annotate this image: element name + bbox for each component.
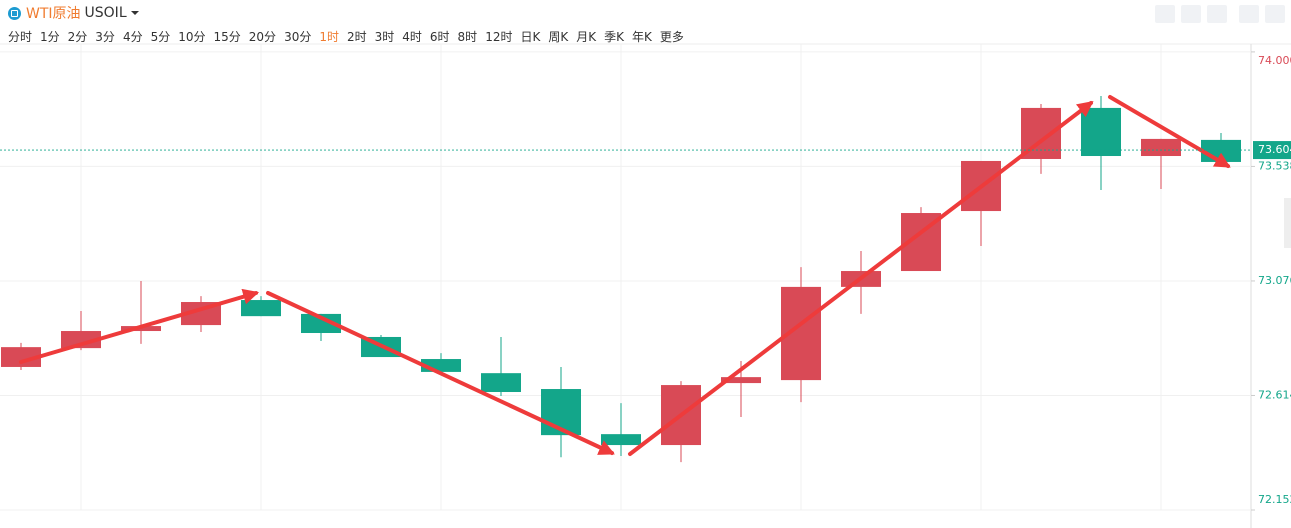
period-tab[interactable]: 3分: [95, 30, 115, 44]
chart-title: WTI原油: [26, 6, 81, 22]
chart-type-button[interactable]: [1207, 5, 1227, 23]
period-tab[interactable]: 4时: [402, 30, 422, 44]
scrollbar[interactable]: [1284, 198, 1291, 248]
candle-body: [601, 434, 641, 446]
y-tick-label: 74.000: [1258, 54, 1291, 67]
close-button[interactable]: [1265, 5, 1285, 23]
period-tab[interactable]: 周K: [548, 30, 569, 44]
period-tab[interactable]: 2时: [346, 30, 367, 44]
candle-body: [301, 313, 341, 334]
period-tab[interactable]: 5分: [150, 30, 171, 44]
period-tabs: 分时 1分 2分 3分 4分 5分 10分 15分 20分 30分 1时 2时 3时 4时 6时 8时 12时日…: [8, 28, 692, 45]
candle-body: [241, 300, 281, 317]
candle-body: [1, 347, 41, 367]
period-tab[interactable]: 4分: [122, 30, 143, 44]
period-tab[interactable]: 15分: [213, 30, 241, 44]
y-tick-label: 73.076: [1258, 274, 1291, 287]
toolbar: WTI原油 USOIL 分时 1分 2分 3分 4分 5分 10分 15分 20分 30分 1时 2时…: [0, 0, 1291, 48]
period-tab[interactable]: 6时: [429, 30, 450, 44]
y-tick-label: 73.538: [1258, 159, 1291, 172]
period-tab[interactable]: 月K: [576, 30, 597, 44]
period-tab[interactable]: 分时: [8, 30, 33, 44]
period-tab[interactable]: 日K: [520, 30, 541, 44]
period-tab[interactable]: 2分: [67, 30, 88, 44]
candle-body: [481, 373, 521, 393]
period-tab[interactable]: 20分: [248, 30, 277, 44]
period-tab[interactable]: 12时: [485, 30, 513, 44]
indicator-button[interactable]: [1155, 5, 1175, 23]
y-tick-label: 72.614: [1258, 388, 1291, 401]
period-tab[interactable]: 10分: [178, 30, 206, 44]
period-tab[interactable]: 年K: [631, 30, 652, 44]
last-price-box: [1253, 141, 1291, 160]
last-price-label: 73.604: [1258, 143, 1291, 156]
period-tab[interactable]: 3时: [374, 30, 395, 44]
arrow: [266, 291, 615, 455]
symbol-selector[interactable]: WTI原油 USOIL: [8, 4, 139, 22]
period-tab[interactable]: 30分: [284, 30, 312, 44]
candle-body: [721, 377, 761, 384]
fullscreen-button[interactable]: [1239, 5, 1259, 23]
period-tab[interactable]: 8时: [457, 30, 478, 44]
dropdown-caret: [130, 11, 139, 15]
symbol: USOIL: [84, 5, 127, 21]
arrow: [628, 101, 1094, 456]
arrow: [1108, 95, 1231, 168]
candle-body: [1081, 107, 1121, 157]
candle-body: [1201, 139, 1241, 162]
logo: [8, 6, 21, 20]
period-tab[interactable]: 季K: [604, 30, 624, 44]
candle-body: [1141, 138, 1181, 157]
period-tab[interactable]: 更多: [659, 30, 684, 44]
trend-arrows: [19, 95, 1231, 456]
tool-icons: [1155, 5, 1285, 23]
y-tick-label: 72.152: [1258, 493, 1291, 506]
draw-button[interactable]: [1181, 5, 1201, 23]
period-tab[interactable]: 1时: [319, 30, 339, 44]
candle-body: [61, 331, 101, 349]
arrow: [19, 288, 260, 364]
period-tab[interactable]: 1分: [40, 30, 60, 44]
